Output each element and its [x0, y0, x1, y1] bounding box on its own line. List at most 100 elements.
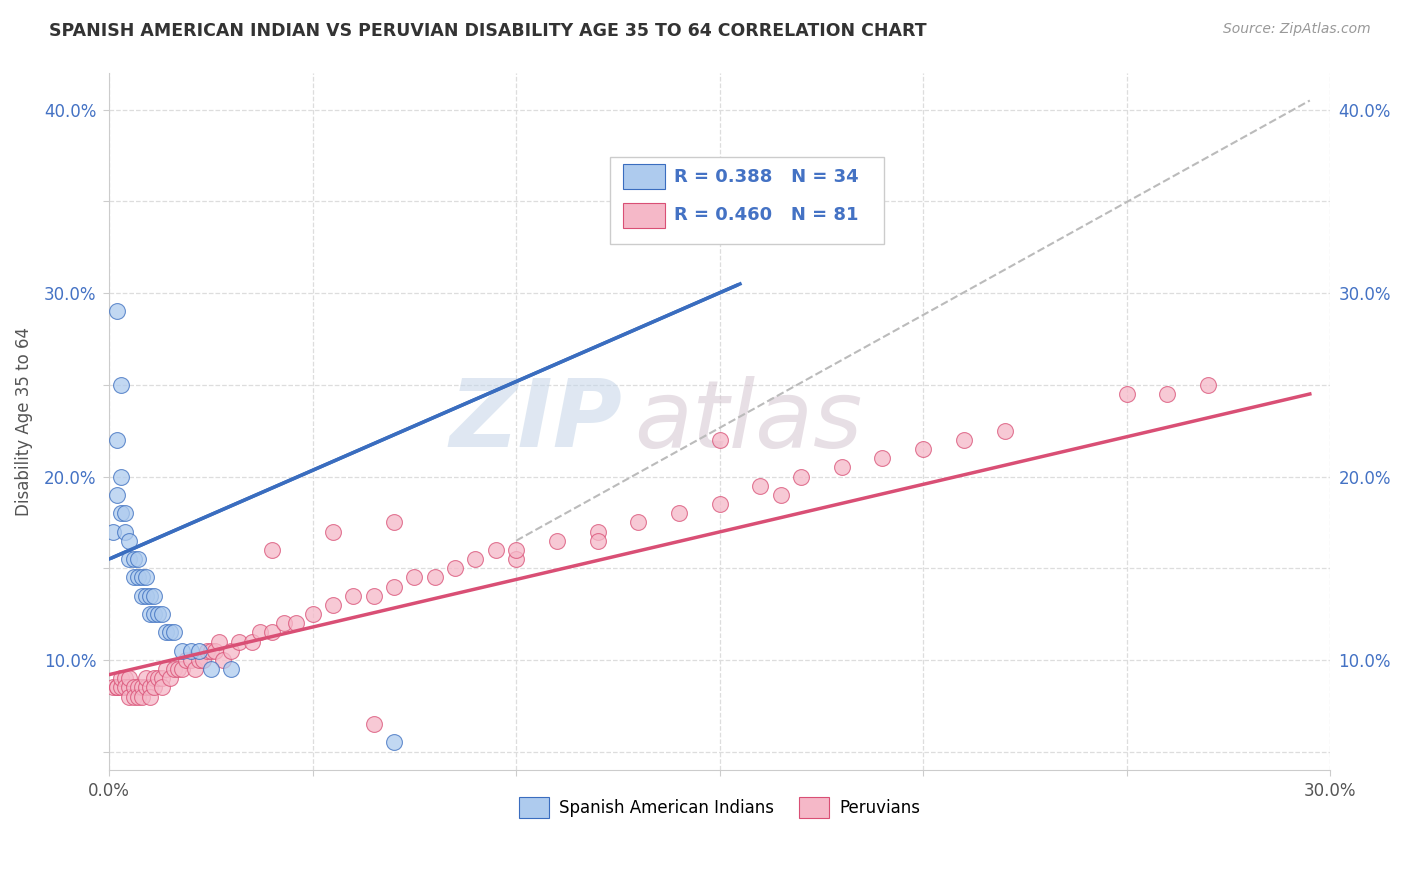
Point [200, 644, 222, 658]
Point [159, 625, 181, 640]
Point [131, 570, 153, 584]
Point [122, 690, 145, 704]
Point [187, 653, 209, 667]
FancyBboxPatch shape [623, 202, 665, 227]
Point [993, 424, 1015, 438]
Point [586, 524, 609, 539]
Point [105, 488, 128, 502]
Point [150, 681, 173, 695]
Point [709, 497, 731, 511]
Point [159, 671, 181, 685]
Point [110, 469, 132, 483]
Point [546, 533, 568, 548]
Point [485, 542, 508, 557]
Point [131, 589, 153, 603]
Point [146, 607, 169, 621]
Point [118, 671, 141, 685]
Point [163, 625, 186, 640]
Point [110, 681, 132, 695]
Point [382, 735, 405, 749]
Point [163, 662, 186, 676]
Point [135, 589, 157, 603]
Point [195, 644, 218, 658]
Point [1156, 387, 1178, 401]
Point [668, 506, 690, 520]
Text: ZIP: ZIP [449, 376, 621, 467]
Y-axis label: Disability Age 35 to 64: Disability Age 35 to 64 [15, 327, 32, 516]
Point [285, 616, 308, 631]
Point [135, 671, 157, 685]
Point [187, 644, 209, 658]
Point [831, 460, 853, 475]
Point [301, 607, 323, 621]
Point [150, 671, 173, 685]
Point [212, 653, 235, 667]
Point [1197, 377, 1219, 392]
Point [219, 644, 242, 658]
Point [167, 662, 190, 676]
Point [363, 717, 385, 731]
Point [172, 662, 194, 676]
Point [127, 552, 149, 566]
Point [404, 570, 426, 584]
Text: R = 0.460   N = 81: R = 0.460 N = 81 [675, 206, 859, 224]
Point [150, 607, 173, 621]
Point [105, 433, 128, 447]
Point [135, 681, 157, 695]
Point [118, 552, 141, 566]
Text: atlas: atlas [634, 376, 862, 467]
Point [114, 671, 136, 685]
Point [423, 570, 446, 584]
Point [586, 533, 609, 548]
Point [769, 488, 792, 502]
Point [749, 478, 772, 492]
Point [219, 662, 242, 676]
Point [101, 681, 124, 695]
Point [228, 634, 250, 648]
Point [142, 671, 165, 685]
Point [709, 433, 731, 447]
Text: Source: ZipAtlas.com: Source: ZipAtlas.com [1223, 22, 1371, 37]
Point [118, 681, 141, 695]
Point [260, 542, 283, 557]
Point [114, 524, 136, 539]
Point [127, 681, 149, 695]
Point [110, 506, 132, 520]
Point [114, 506, 136, 520]
Point [382, 516, 405, 530]
Point [249, 625, 271, 640]
Point [444, 561, 467, 575]
Point [191, 653, 214, 667]
Legend: Spanish American Indians, Peruvians: Spanish American Indians, Peruvians [512, 790, 927, 824]
Point [114, 681, 136, 695]
FancyBboxPatch shape [610, 157, 884, 244]
Point [139, 681, 162, 695]
Point [105, 681, 128, 695]
Point [1115, 387, 1137, 401]
Point [139, 589, 162, 603]
Point [146, 671, 169, 685]
FancyBboxPatch shape [623, 164, 665, 189]
Point [260, 625, 283, 640]
Point [118, 690, 141, 704]
Point [135, 570, 157, 584]
Text: SPANISH AMERICAN INDIAN VS PERUVIAN DISABILITY AGE 35 TO 64 CORRELATION CHART: SPANISH AMERICAN INDIAN VS PERUVIAN DISA… [49, 22, 927, 40]
Point [101, 524, 124, 539]
Point [505, 542, 527, 557]
Point [180, 644, 202, 658]
Point [176, 653, 198, 667]
Point [139, 607, 162, 621]
Point [172, 644, 194, 658]
Point [180, 653, 202, 667]
Point [122, 570, 145, 584]
Point [183, 662, 205, 676]
Point [204, 644, 226, 658]
Point [464, 552, 486, 566]
Point [363, 589, 385, 603]
Point [131, 681, 153, 695]
Point [142, 681, 165, 695]
Point [155, 662, 177, 676]
Point [953, 433, 976, 447]
Point [240, 634, 263, 648]
Point [122, 681, 145, 695]
